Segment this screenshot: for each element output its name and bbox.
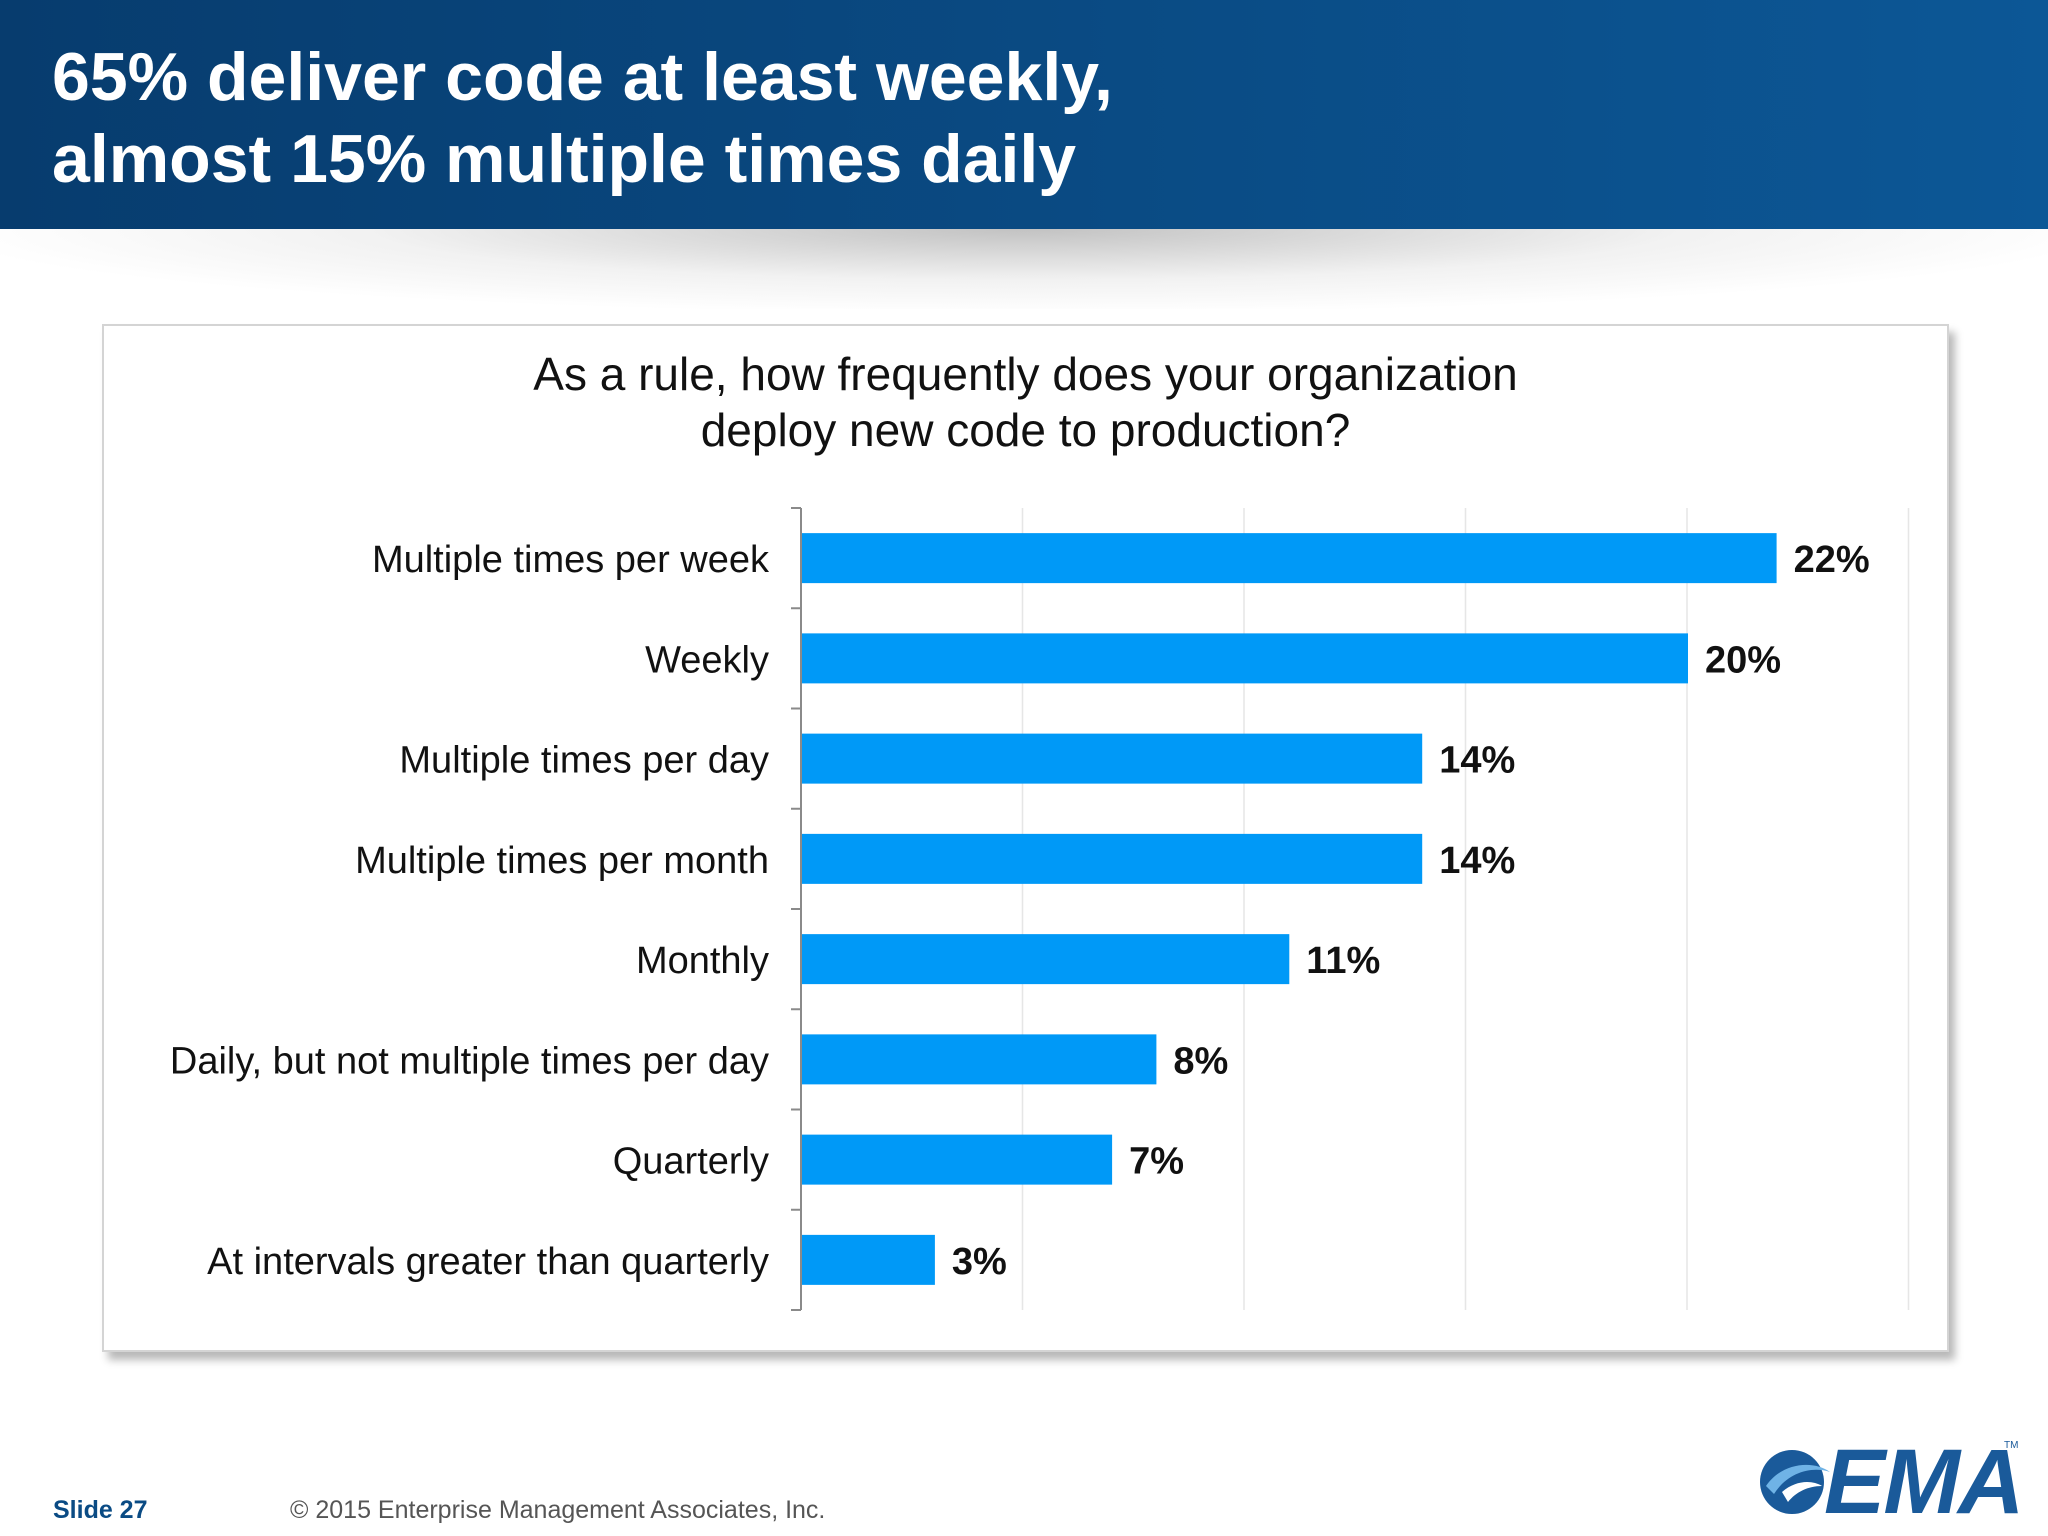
copyright-text: © 2015 Enterprise Management Associates,… — [290, 1496, 826, 1524]
chart-title: As a rule, how frequently does your orga… — [104, 346, 1947, 458]
bar — [802, 1034, 1157, 1085]
bar — [802, 1234, 935, 1285]
bar — [802, 633, 1688, 684]
bar — [802, 833, 1423, 884]
bar — [802, 1134, 1113, 1185]
slide-title-line-2: almost 15% multiple times daily — [52, 121, 1077, 197]
data-label: 20% — [1705, 639, 1781, 681]
category-label: Multiple times per month — [355, 840, 769, 882]
bar — [802, 533, 1777, 584]
category-label: Multiple times per week — [372, 539, 770, 581]
category-label: Monthly — [636, 940, 769, 982]
logo-swoosh-icon — [1760, 1450, 1830, 1514]
category-label: At intervals greater than quarterly — [207, 1241, 769, 1283]
header-shadow — [0, 229, 2048, 309]
bar — [802, 733, 1423, 784]
category-label: Daily, but not multiple times per day — [170, 1040, 769, 1082]
bar — [802, 934, 1290, 985]
chart-title-line-1: As a rule, how frequently does your orga… — [533, 348, 1518, 400]
category-label: Weekly — [645, 639, 769, 681]
logo-text: EMA — [1824, 1431, 2024, 1533]
slide-title: 65% deliver code at least weekly, almost… — [52, 36, 1752, 200]
data-label: 8% — [1173, 1040, 1228, 1082]
header-band — [0, 0, 2048, 229]
logo-trademark: TM — [2004, 1440, 2019, 1451]
data-label: 14% — [1439, 740, 1515, 782]
category-label: Multiple times per day — [399, 740, 769, 782]
chart-title-line-2: deploy new code to production? — [700, 404, 1351, 456]
ema-logo: EMA TM — [1752, 1431, 2024, 1533]
chart-panel: As a rule, how frequently does your orga… — [102, 324, 1949, 1352]
category-label: Quarterly — [613, 1141, 769, 1183]
data-label: 7% — [1129, 1141, 1184, 1183]
bar-chart: Multiple times per week 22% Weekly 20% Multi… — [170, 507, 1910, 1311]
data-label: 22% — [1794, 539, 1870, 581]
data-label: 14% — [1439, 840, 1515, 882]
slide-number: Slide 27 — [53, 1496, 148, 1524]
data-label: 11% — [1306, 940, 1380, 982]
data-label: 3% — [952, 1241, 1007, 1283]
slide-title-line-1: 65% deliver code at least weekly, — [52, 39, 1113, 115]
